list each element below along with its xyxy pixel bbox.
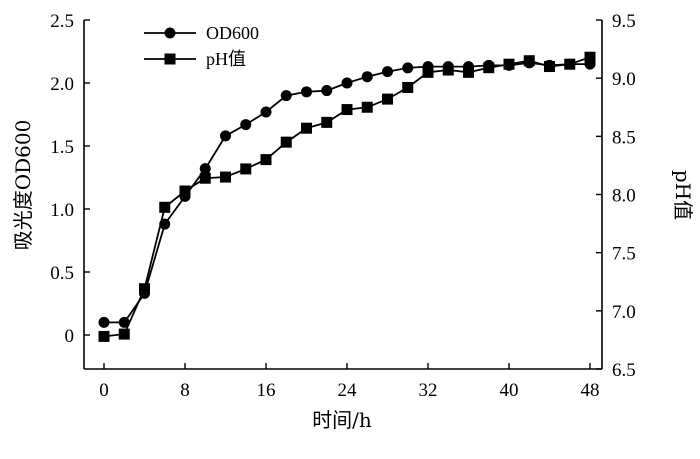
data-point-square (301, 122, 312, 134)
data-point-square (382, 93, 393, 105)
right-y-axis-title: pH值 (671, 170, 695, 220)
x-tick-label: 24 (338, 380, 358, 401)
data-point-square (98, 330, 110, 342)
y2-tick-label: 7.0 (612, 302, 636, 323)
legend-ph-marker (164, 53, 176, 65)
data-point-square (159, 201, 171, 213)
legend-ph-label: pH值 (206, 49, 246, 69)
x-tick-label: 48 (581, 380, 600, 401)
y-tick-label: 2.5 (50, 11, 74, 32)
y2-tick-label: 8.5 (612, 127, 636, 148)
y2-tick-label: 7.5 (612, 244, 636, 265)
x-tick-label: 8 (180, 380, 190, 401)
legend-od600-label: OD600 (206, 23, 259, 43)
data-point-circle (220, 130, 231, 142)
data-point-square (240, 163, 252, 175)
x-tick-label: 32 (419, 380, 438, 401)
data-point-square (564, 58, 576, 70)
data-point-square (280, 136, 292, 148)
x-tick-label: 40 (500, 380, 519, 401)
legend-od600-marker (164, 27, 176, 39)
data-point-circle (118, 316, 130, 328)
data-point-circle (240, 119, 252, 131)
legend-item-od600: OD600 (144, 23, 259, 43)
legend: OD600 pH值 (144, 23, 259, 69)
y2-tick-label: 9.5 (612, 11, 636, 32)
data-point-square (199, 172, 211, 184)
data-point-square (118, 328, 130, 340)
data-point-circle (361, 71, 373, 83)
right-y-axis-ticks: 6.5 7.0 7.5 8.0 8.5 9.0 9.5 (596, 11, 636, 381)
y2-tick-label: 8.0 (612, 186, 636, 207)
y2-tick-label: 9.0 (612, 69, 636, 90)
data-point-circle (98, 316, 110, 328)
data-point-circle (382, 66, 393, 78)
series-line (103, 56, 591, 338)
series-layer (98, 51, 596, 342)
data-point-circle (321, 85, 333, 97)
data-point-square (544, 61, 555, 73)
left-y-axis-title: 吸光度OD600 (11, 120, 35, 251)
data-point-square (139, 283, 150, 295)
data-point-circle (341, 77, 353, 89)
data-point-circle (199, 163, 211, 175)
data-point-square (179, 185, 191, 197)
legend-item-ph: pH值 (144, 49, 246, 69)
y-tick-label: 0.5 (50, 263, 74, 284)
series-ph (98, 51, 596, 342)
data-point-square (584, 51, 596, 63)
y-tick-label: 2.0 (50, 74, 74, 95)
data-point-circle (280, 90, 292, 102)
data-point-circle (260, 106, 272, 118)
y-tick-label: 1.0 (50, 200, 74, 221)
x-tick-label: 0 (99, 380, 109, 401)
data-point-square (463, 66, 474, 78)
y2-tick-label: 6.5 (612, 360, 636, 381)
data-point-circle (301, 86, 312, 98)
data-point-square (523, 55, 535, 67)
x-tick-label: 16 (257, 380, 276, 401)
data-point-square (442, 64, 454, 76)
data-point-square (341, 104, 353, 116)
data-point-square (483, 62, 495, 74)
x-axis-title: 时间/h (312, 408, 372, 432)
y-tick-label: 1.5 (50, 137, 74, 158)
data-point-circle (402, 62, 414, 74)
data-point-square (321, 116, 333, 128)
data-point-square (220, 171, 231, 183)
left-y-axis-ticks: 0 0.5 1.0 1.5 2.0 2.5 (50, 11, 90, 347)
data-point-square (422, 66, 434, 78)
data-point-square (503, 58, 515, 70)
data-point-square (260, 154, 272, 166)
data-point-square (361, 101, 373, 113)
x-axis-ticks: 0 8 16 24 32 40 48 (99, 363, 600, 401)
data-point-square (402, 81, 414, 93)
chart-axes (83, 20, 603, 370)
series-od600 (98, 57, 596, 328)
series-line (104, 61, 590, 324)
y-tick-label: 0 (65, 326, 75, 347)
